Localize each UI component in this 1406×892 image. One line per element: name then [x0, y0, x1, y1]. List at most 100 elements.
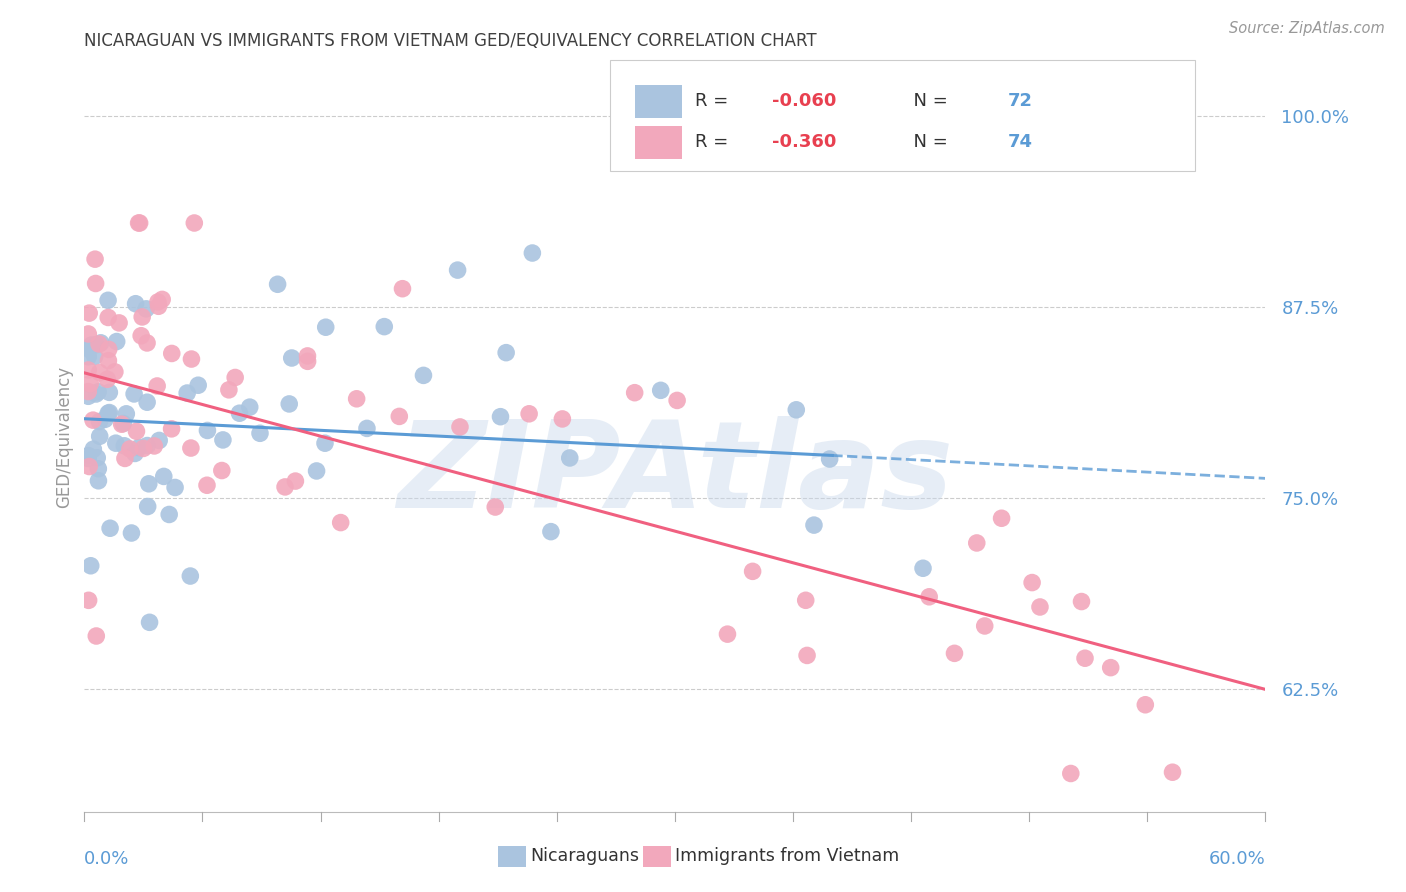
- Point: [90, 335, 112, 350]
- Point: [179, 569, 201, 583]
- Point: [239, 400, 262, 414]
- Point: [77, 449, 100, 463]
- Text: Source: ZipAtlas.com: Source: ZipAtlas.com: [1229, 21, 1385, 36]
- Point: [356, 421, 378, 435]
- Point: [148, 299, 170, 313]
- Point: [98, 406, 121, 420]
- Point: [796, 648, 818, 663]
- Point: [114, 451, 136, 466]
- Point: [96, 372, 118, 386]
- Point: [124, 296, 146, 310]
- Point: [391, 282, 413, 296]
- Point: [80, 558, 103, 573]
- Point: [540, 524, 562, 539]
- Point: [94, 412, 117, 426]
- Point: [1021, 575, 1043, 590]
- Point: [160, 346, 183, 360]
- Point: [87, 474, 110, 488]
- Point: [84, 337, 107, 351]
- Point: [82, 442, 104, 457]
- Point: [77, 363, 100, 377]
- Point: [77, 306, 100, 320]
- Point: [97, 406, 120, 420]
- FancyBboxPatch shape: [634, 85, 682, 118]
- Point: [228, 406, 250, 420]
- Point: [517, 407, 540, 421]
- Point: [522, 246, 544, 260]
- Point: [84, 387, 107, 401]
- Point: [716, 627, 738, 641]
- Point: [128, 441, 150, 455]
- Point: [741, 565, 763, 579]
- Point: [131, 310, 153, 324]
- Point: [98, 385, 121, 400]
- Point: [990, 511, 1012, 525]
- Point: [80, 338, 103, 352]
- Point: [966, 536, 988, 550]
- Point: [911, 561, 934, 575]
- Point: [180, 441, 202, 455]
- Text: -0.060: -0.060: [772, 92, 837, 111]
- Point: [297, 354, 319, 368]
- Point: [176, 386, 198, 401]
- Point: [315, 320, 337, 334]
- Point: [623, 385, 645, 400]
- Point: [1161, 765, 1184, 780]
- Point: [125, 424, 148, 438]
- Text: 0.0%: 0.0%: [84, 850, 129, 868]
- Point: [138, 476, 160, 491]
- Point: [280, 351, 302, 365]
- Point: [97, 310, 120, 325]
- Point: [112, 417, 135, 431]
- Text: R =: R =: [695, 134, 734, 152]
- Point: [77, 389, 100, 403]
- Point: [1074, 651, 1097, 665]
- Text: Immigrants from Vietnam: Immigrants from Vietnam: [675, 847, 898, 865]
- Point: [124, 446, 146, 460]
- Point: [278, 397, 301, 411]
- Point: [449, 420, 471, 434]
- Point: [495, 345, 517, 359]
- Point: [249, 426, 271, 441]
- Point: [195, 478, 218, 492]
- Point: [1099, 660, 1122, 674]
- Point: [77, 342, 100, 356]
- Point: [87, 337, 110, 351]
- Point: [973, 619, 995, 633]
- Text: 72: 72: [1008, 92, 1033, 111]
- Point: [1029, 599, 1052, 614]
- Point: [87, 384, 110, 399]
- Point: [122, 387, 145, 401]
- Point: [108, 316, 131, 330]
- Point: [305, 464, 328, 478]
- Point: [148, 434, 170, 448]
- Point: [87, 462, 110, 476]
- Point: [77, 350, 100, 364]
- Point: [136, 500, 159, 514]
- Point: [138, 615, 160, 630]
- Point: [551, 412, 574, 426]
- Point: [918, 590, 941, 604]
- Point: [128, 216, 150, 230]
- FancyBboxPatch shape: [634, 126, 682, 159]
- Point: [146, 379, 169, 393]
- Point: [266, 277, 288, 292]
- Point: [160, 422, 183, 436]
- Point: [77, 326, 100, 341]
- Point: [136, 438, 159, 452]
- Point: [79, 376, 101, 391]
- Point: [84, 629, 107, 643]
- Point: [89, 366, 111, 380]
- Point: [157, 508, 180, 522]
- Point: [97, 343, 120, 357]
- Point: [284, 474, 307, 488]
- Point: [82, 413, 104, 427]
- Point: [943, 646, 966, 660]
- Point: [77, 451, 100, 466]
- Point: [89, 415, 111, 429]
- Point: [128, 216, 150, 230]
- Point: [104, 436, 127, 450]
- Text: NICARAGUAN VS IMMIGRANTS FROM VIETNAM GED/EQUIVALENCY CORRELATION CHART: NICARAGUAN VS IMMIGRANTS FROM VIETNAM GE…: [84, 32, 817, 50]
- Point: [489, 409, 512, 424]
- Point: [274, 480, 297, 494]
